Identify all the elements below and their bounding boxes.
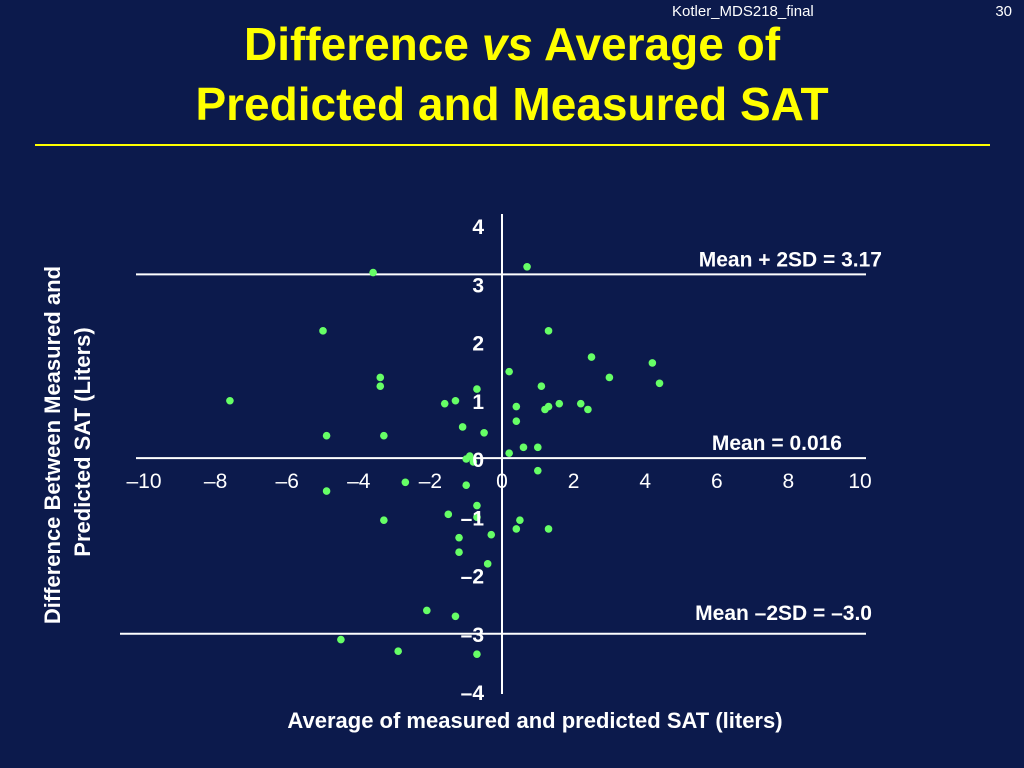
data-point [655,379,664,388]
data-point [544,402,553,411]
y-tick-label: 2 [472,333,484,356]
data-point [473,650,481,658]
data-point [322,487,331,495]
data-point [423,606,431,615]
data-point [376,373,385,382]
data-point [505,449,513,457]
data-point [487,530,496,539]
data-point [319,327,327,335]
data-point [505,367,513,376]
x-axis-label: Average of measured and predicted SAT (l… [287,708,782,733]
title-vs: vs [481,18,533,70]
x-tick-label: –6 [276,470,299,493]
x-tick-label: 6 [711,470,723,493]
data-point [322,431,331,440]
data-point [534,443,542,452]
data-point [512,417,521,425]
data-point [544,525,553,533]
y-tick-labels: 4 3 2 1 0 –1 –2 –3 –4 [461,216,485,705]
data-point [584,405,592,414]
x-tick-label: –10 [126,470,161,493]
data-point [473,501,481,510]
data-point [519,443,528,452]
y-axis-label-line2: Predicted SAT (Liters) [70,327,95,556]
data-point [401,478,410,487]
y-tick-label: –1 [461,507,485,530]
y-tick-label: 3 [472,274,484,297]
data-point [444,510,453,519]
data-point [534,466,542,475]
data-point [555,399,564,408]
data-point [512,402,521,411]
data-point [455,548,463,556]
reference-label-2: Mean –2SD = –3.0 [695,602,872,625]
data-point [380,516,388,524]
title-part1: Difference [243,18,482,70]
x-tick-label: 8 [783,470,795,493]
data-point [369,268,377,277]
data-point [451,612,460,621]
y-tick-label: –2 [461,566,484,589]
data-point [516,516,524,524]
data-point [226,396,234,405]
title-line2: Predicted and Measured SAT [195,78,829,130]
data-point [380,431,388,440]
y-axis-label-line1: Difference Between Measured and [40,266,65,624]
data-point [376,382,385,390]
y-tick-label: 0 [472,449,484,472]
x-tick-label: –4 [347,470,371,493]
data-point [605,373,614,382]
reference-labels: Mean + 2SD = 3.17 Mean = 0.016 Mean –2SD =… [695,248,882,624]
y-tick-label: 1 [472,391,484,414]
data-point [337,635,345,644]
data-point [451,396,460,405]
data-point [462,481,471,490]
x-tick-label: 10 [848,470,871,493]
reference-label-0: Mean + 2SD = 3.17 [699,248,882,271]
title-part2: Average of [532,18,781,70]
x-tick-label: 2 [568,470,580,493]
data-points [226,262,664,658]
x-tick-label: –8 [204,470,227,493]
x-tick-label: 0 [496,470,508,493]
data-point [587,353,596,361]
y-tick-label: –4 [461,682,485,705]
source-label: Kotler_MDS218_final [672,3,814,20]
data-point [648,359,657,367]
reference-label-1: Mean = 0.016 [712,432,842,455]
data-point [483,560,492,568]
y-axis-label: Difference Between Measured and Predicte… [40,260,95,624]
data-point [576,399,585,408]
data-point [473,513,481,522]
slide-title: Difference vs Average of Predicted and M… [40,14,984,134]
x-tick-labels: –10 –8 –6 –4 –2 0 2 4 6 8 10 [126,470,871,493]
title-rule [35,144,990,146]
data-point [458,423,467,431]
data-point [469,458,478,466]
data-point [440,399,449,408]
x-tick-label: 4 [639,470,651,493]
data-point [465,452,474,460]
y-tick-label: 4 [472,216,484,239]
x-tick-label: –2 [419,470,442,493]
data-point [394,647,402,656]
data-point [537,382,546,390]
y-tick-label: –3 [461,624,484,647]
data-point [455,533,463,542]
page-number: 30 [995,3,1012,20]
data-point [523,262,531,271]
data-point [544,327,553,335]
data-point [512,525,521,533]
data-point [473,385,481,393]
data-point [480,428,488,437]
